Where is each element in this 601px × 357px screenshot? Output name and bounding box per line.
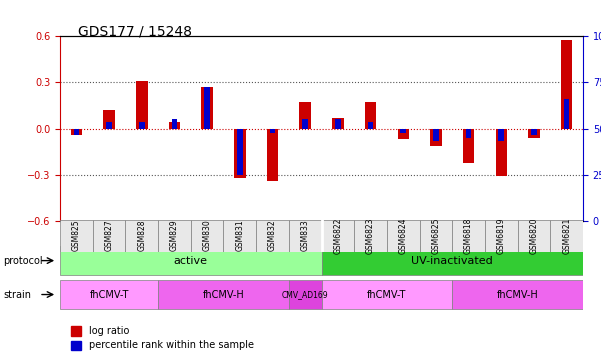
FancyBboxPatch shape [289,220,322,252]
Bar [433,129,439,141]
Bar [531,129,537,135]
FancyBboxPatch shape [453,280,583,309]
Text: GSM6822: GSM6822 [334,217,343,254]
Text: fhCMV-T: fhCMV-T [90,290,129,300]
Bar [463,129,474,162]
FancyBboxPatch shape [158,220,191,252]
Text: GSM827: GSM827 [105,220,114,251]
FancyBboxPatch shape [60,280,158,309]
Text: GSM830: GSM830 [203,220,212,251]
Bar [71,129,82,135]
Bar [73,129,79,135]
FancyBboxPatch shape [224,220,256,252]
Bar [466,129,471,138]
Text: fhCMV-H: fhCMV-H [203,290,245,300]
Text: GSM6825: GSM6825 [432,217,441,254]
FancyBboxPatch shape [256,220,289,252]
Bar [201,87,213,129]
Bar [528,129,540,138]
Text: GSM6819: GSM6819 [497,217,506,254]
FancyBboxPatch shape [289,280,322,309]
Text: log ratio: log ratio [89,326,129,336]
Bar [70,341,81,350]
FancyBboxPatch shape [93,220,126,252]
Bar [139,122,145,129]
Bar [136,81,147,129]
Text: GSM832: GSM832 [268,220,277,251]
Bar [70,326,81,336]
Bar [302,119,308,129]
Text: GDS177 / 15248: GDS177 / 15248 [78,25,192,39]
Text: GSM6821: GSM6821 [562,217,571,254]
FancyBboxPatch shape [322,246,583,275]
FancyBboxPatch shape [453,220,485,252]
Bar [430,129,442,146]
Text: protocol: protocol [3,256,43,266]
Bar [270,129,275,133]
Text: GSM833: GSM833 [300,220,310,251]
Bar [365,102,376,129]
Text: GSM6820: GSM6820 [529,217,538,254]
Bar [267,129,278,181]
Text: active: active [174,256,208,266]
Text: GSM831: GSM831 [236,220,245,251]
Text: GSM6818: GSM6818 [464,217,473,254]
Bar [561,40,572,129]
FancyBboxPatch shape [322,220,354,252]
Bar [299,102,311,129]
Bar [234,129,246,178]
Text: GSM828: GSM828 [137,220,146,251]
FancyBboxPatch shape [191,220,224,252]
FancyBboxPatch shape [419,220,453,252]
FancyBboxPatch shape [322,280,453,309]
Text: GSM829: GSM829 [170,220,179,251]
Text: strain: strain [3,290,31,300]
Bar [397,129,409,139]
Bar [368,122,373,129]
Bar [106,122,112,129]
FancyBboxPatch shape [158,280,289,309]
Text: fhCMV-T: fhCMV-T [367,290,407,300]
Text: GSM6824: GSM6824 [398,217,407,254]
Text: fhCMV-H: fhCMV-H [497,290,538,300]
Text: CMV_AD169: CMV_AD169 [282,290,329,299]
Bar [496,129,507,176]
Bar [172,119,177,129]
FancyBboxPatch shape [60,220,93,252]
FancyBboxPatch shape [517,220,551,252]
Bar [335,119,341,129]
FancyBboxPatch shape [387,220,419,252]
Text: UV-inactivated: UV-inactivated [411,256,493,266]
Bar [204,87,210,129]
Text: percentile rank within the sample: percentile rank within the sample [89,340,254,351]
FancyBboxPatch shape [60,246,322,275]
Bar [564,99,570,129]
FancyBboxPatch shape [126,220,158,252]
FancyBboxPatch shape [551,220,583,252]
Bar [103,110,115,129]
Bar [237,129,243,175]
FancyBboxPatch shape [485,220,517,252]
Text: GSM825: GSM825 [72,220,81,251]
FancyBboxPatch shape [354,220,387,252]
Bar [169,122,180,129]
Bar [498,129,504,141]
Bar [400,129,406,133]
Text: GSM6823: GSM6823 [366,217,375,254]
Bar [332,118,344,129]
